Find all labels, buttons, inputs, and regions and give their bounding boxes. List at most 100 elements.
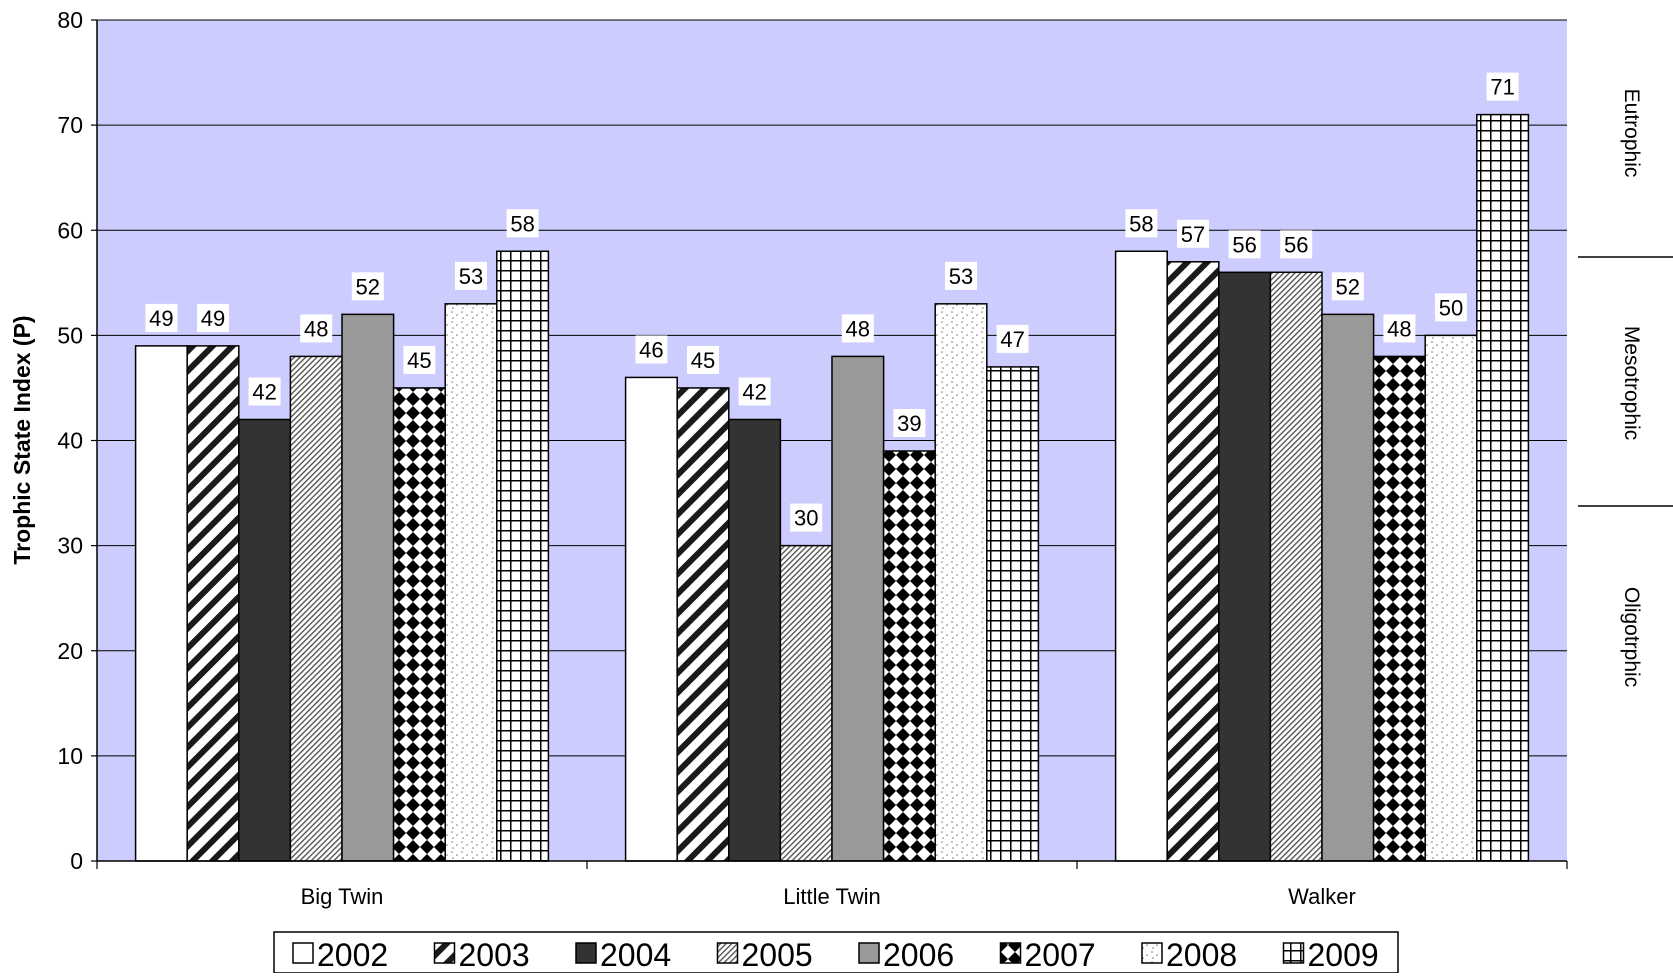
legend-swatch-2002 — [292, 942, 314, 964]
data-label: 30 — [794, 506, 818, 531]
bar-2002-walker — [1114, 250, 1168, 862]
zone-label-mesotrophic: Mesotrophic — [1620, 326, 1643, 440]
data-label-bg — [1331, 272, 1364, 301]
data-label-bg — [945, 261, 977, 290]
data-label: 45 — [691, 348, 715, 373]
data-label: 45 — [407, 348, 431, 373]
legend-swatch-2007 — [999, 942, 1022, 964]
bar-2005-little-twin — [779, 544, 833, 862]
legend-swatch-2006 — [858, 942, 880, 964]
data-label: 48 — [846, 316, 870, 341]
x-tick-label: Big Twin — [301, 884, 384, 909]
legend: 2002 2003 2004 2005 2006 2007 2008 2009 — [273, 931, 1399, 974]
zone-label-eutrophic: Eutrophic — [1620, 89, 1643, 178]
data-label-bg — [841, 314, 874, 343]
data-label-bg — [248, 377, 281, 406]
data-label-bg — [790, 503, 823, 532]
x-tick-labels: Big Twin Little Twin Walker — [301, 884, 1356, 909]
bar-2004-little-twin — [728, 418, 782, 862]
data-label: 71 — [1490, 75, 1514, 100]
legend-swatch-2009 — [1282, 942, 1305, 964]
bar-2002-little-twin — [624, 376, 678, 862]
data-label-bg — [1228, 230, 1261, 259]
legend-label-2005: 2005 — [742, 937, 813, 973]
y-axis-label: Trophic State Index (P) — [9, 315, 35, 564]
data-label: 49 — [149, 306, 173, 331]
bar-2008-walker — [1424, 334, 1478, 862]
y-tick-label: 0 — [70, 848, 83, 874]
legend-swatch-2008 — [1141, 942, 1163, 964]
bar-2008-big-twin — [444, 303, 498, 862]
axes — [91, 19, 1568, 869]
zone-annotations: Eutrophic Mesotrophic Oligotrphic — [1578, 89, 1673, 687]
zone-label-oligotrophic: Oligotrphic — [1620, 587, 1643, 687]
y-tick-label: 80 — [57, 7, 83, 33]
y-tick-label: 50 — [57, 322, 83, 348]
legend-items: 2002 2003 2004 2005 2006 2007 2008 2009 — [292, 937, 1379, 973]
bar-2004-walker — [1218, 271, 1272, 862]
data-label: 50 — [1439, 295, 1463, 320]
bars — [134, 113, 1530, 862]
bar-2002-big-twin — [134, 345, 188, 862]
legend-label-2008: 2008 — [1166, 937, 1237, 973]
bar-2006-big-twin — [341, 313, 395, 862]
data-label: 53 — [949, 264, 973, 289]
bar-2003-walker — [1166, 261, 1220, 862]
bar-2009-walker — [1476, 113, 1530, 862]
data-label: 42 — [742, 379, 766, 404]
legend-swatch-2005 — [716, 942, 739, 964]
y-tick-label: 30 — [57, 533, 83, 559]
data-label-bg — [1486, 72, 1519, 101]
data-label-bg — [1125, 209, 1158, 238]
legend-label-2004: 2004 — [600, 937, 671, 973]
legend-label-2002: 2002 — [317, 937, 388, 973]
legend-swatch-2003 — [433, 942, 456, 964]
data-label: 52 — [1336, 274, 1360, 299]
y-tick-label: 70 — [57, 112, 83, 138]
data-label: 46 — [639, 337, 663, 362]
legend-swatch-2004 — [575, 942, 597, 964]
data-label-bg — [1280, 230, 1313, 259]
data-label: 48 — [304, 316, 328, 341]
data-label-bg — [403, 345, 436, 374]
bar-2005-big-twin — [289, 355, 343, 862]
data-label-bg — [351, 272, 384, 301]
bar-2005-walker — [1269, 271, 1323, 862]
data-label-bg — [893, 409, 926, 438]
bar-2007-walker — [1372, 355, 1426, 862]
data-label: 48 — [1387, 316, 1411, 341]
data-label: 39 — [897, 411, 921, 436]
data-label-bg — [687, 345, 719, 374]
data-label: 52 — [356, 274, 380, 299]
bar-2007-little-twin — [882, 450, 936, 862]
data-label: 58 — [510, 211, 534, 236]
data-label-bg — [506, 209, 539, 238]
x-tick-label: Little Twin — [783, 884, 880, 909]
bar-labels: 49 49 42 48 52 45 53 58 46 45 42 30 48 39 53 47 58 57 56 56… — [145, 72, 1519, 532]
data-label: 53 — [459, 264, 483, 289]
bar-2008-little-twin — [934, 303, 988, 862]
bar-2007-big-twin — [392, 387, 446, 862]
bar-2006-little-twin — [831, 355, 885, 862]
y-tick-label: 40 — [57, 428, 83, 454]
bar-2009-big-twin — [496, 250, 550, 862]
data-label-bg — [738, 377, 771, 406]
data-label: 47 — [1000, 327, 1024, 352]
data-label: 58 — [1129, 211, 1153, 236]
data-label: 57 — [1181, 222, 1205, 247]
y-tick-label: 60 — [57, 217, 83, 243]
bar-2003-big-twin — [186, 345, 240, 862]
data-label-bg — [635, 335, 668, 364]
y-tick-labels: 0 10 20 30 40 50 60 70 80 — [57, 7, 83, 874]
data-label-bg — [996, 324, 1029, 353]
data-label: 49 — [201, 306, 225, 331]
data-label: 56 — [1284, 232, 1308, 257]
data-label: 42 — [252, 379, 276, 404]
legend-box — [273, 931, 1399, 974]
data-label-bg — [145, 303, 178, 332]
bar-2009-little-twin — [986, 366, 1040, 862]
data-label: 56 — [1232, 232, 1256, 257]
data-label-bg — [455, 261, 487, 290]
